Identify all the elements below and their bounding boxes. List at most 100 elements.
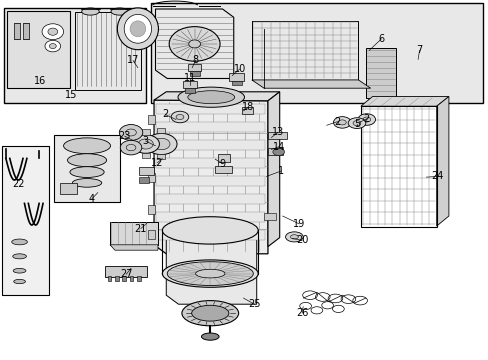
Ellipse shape: [162, 260, 258, 287]
Bar: [157, 154, 165, 159]
Bar: [156, 122, 264, 132]
Bar: [228, 73, 243, 81]
Bar: [365, 48, 395, 98]
Bar: [385, 98, 388, 102]
Ellipse shape: [188, 40, 200, 48]
Text: 2: 2: [363, 114, 369, 124]
Bar: [147, 115, 155, 124]
Bar: [215, 166, 232, 173]
Ellipse shape: [81, 8, 99, 15]
Text: 1: 1: [278, 166, 284, 176]
Text: 2: 2: [334, 117, 340, 127]
Ellipse shape: [182, 301, 238, 326]
Text: 24: 24: [430, 171, 443, 181]
Bar: [156, 176, 264, 186]
Ellipse shape: [187, 91, 234, 104]
Ellipse shape: [362, 117, 370, 122]
Bar: [147, 205, 155, 214]
Text: 19: 19: [292, 219, 305, 229]
Text: 20: 20: [295, 235, 308, 246]
Ellipse shape: [167, 262, 253, 285]
Bar: [142, 153, 149, 158]
Text: 27: 27: [120, 269, 132, 279]
Ellipse shape: [72, 179, 102, 187]
Bar: [267, 148, 282, 155]
Text: 15: 15: [64, 90, 77, 100]
Bar: [156, 212, 264, 222]
Bar: [129, 276, 133, 281]
Bar: [75, 12, 141, 90]
Polygon shape: [267, 92, 279, 247]
Bar: [264, 213, 276, 220]
Ellipse shape: [126, 144, 136, 151]
Ellipse shape: [120, 140, 142, 155]
Bar: [156, 230, 264, 240]
Bar: [183, 81, 196, 88]
Bar: [231, 81, 241, 85]
Text: 17: 17: [126, 55, 139, 66]
Bar: [157, 128, 165, 134]
Bar: [147, 142, 155, 151]
Text: 14: 14: [272, 142, 285, 152]
Bar: [150, 3, 482, 103]
Bar: [156, 194, 264, 204]
Ellipse shape: [45, 40, 61, 52]
Ellipse shape: [130, 21, 145, 37]
Text: 9: 9: [219, 159, 225, 169]
Ellipse shape: [285, 232, 303, 242]
Text: 13: 13: [271, 127, 284, 138]
Bar: [360, 106, 436, 227]
Bar: [367, 98, 371, 102]
Bar: [147, 173, 155, 182]
Bar: [107, 276, 111, 281]
Bar: [217, 154, 229, 162]
Ellipse shape: [176, 114, 183, 120]
Text: 25: 25: [247, 299, 260, 309]
Ellipse shape: [13, 254, 26, 259]
Ellipse shape: [14, 279, 25, 284]
Text: 2: 2: [162, 109, 168, 120]
Ellipse shape: [191, 305, 228, 321]
Bar: [2, 146, 49, 295]
Bar: [142, 129, 149, 135]
Polygon shape: [166, 230, 256, 304]
Bar: [14, 23, 20, 39]
Ellipse shape: [67, 154, 106, 167]
Text: 4: 4: [89, 194, 95, 204]
Bar: [147, 230, 155, 239]
Polygon shape: [154, 92, 279, 101]
Ellipse shape: [152, 138, 170, 150]
Text: 26: 26: [295, 308, 308, 318]
Ellipse shape: [201, 333, 219, 340]
Bar: [267, 132, 286, 139]
Ellipse shape: [119, 125, 142, 140]
Bar: [122, 276, 126, 281]
Polygon shape: [360, 96, 448, 106]
Ellipse shape: [162, 217, 258, 244]
Ellipse shape: [347, 118, 365, 129]
Polygon shape: [110, 245, 158, 250]
Ellipse shape: [357, 114, 375, 125]
Bar: [60, 183, 77, 194]
Ellipse shape: [117, 8, 158, 50]
Ellipse shape: [111, 8, 128, 15]
Text: 11: 11: [183, 73, 196, 84]
Bar: [251, 21, 358, 80]
Bar: [4, 8, 145, 103]
Bar: [156, 140, 264, 150]
Bar: [379, 98, 383, 102]
Polygon shape: [155, 9, 233, 78]
Bar: [373, 98, 377, 102]
Bar: [115, 276, 119, 281]
Ellipse shape: [70, 167, 104, 177]
Bar: [242, 107, 252, 114]
Ellipse shape: [290, 235, 298, 239]
Ellipse shape: [338, 120, 346, 125]
Ellipse shape: [13, 269, 26, 273]
Ellipse shape: [138, 139, 153, 149]
Text: 12: 12: [151, 158, 163, 168]
Ellipse shape: [195, 269, 224, 278]
Ellipse shape: [178, 87, 244, 107]
Ellipse shape: [132, 135, 159, 153]
Ellipse shape: [124, 14, 151, 43]
